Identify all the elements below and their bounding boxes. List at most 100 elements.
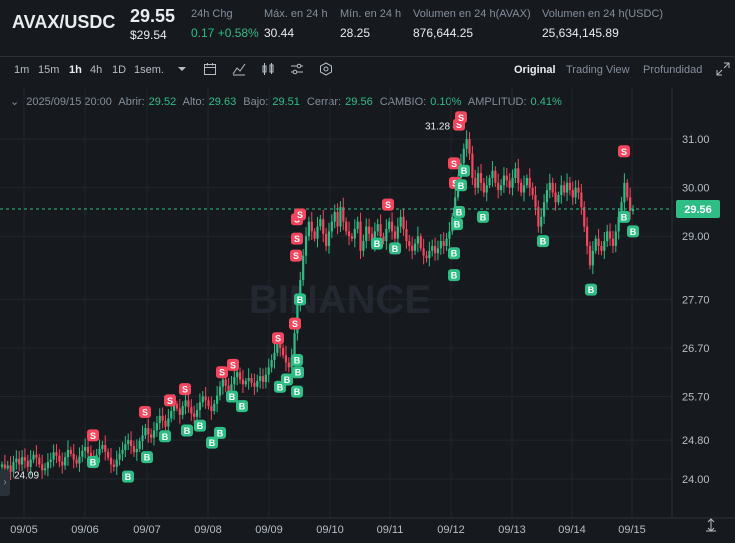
sell-marker: [382, 198, 394, 211]
candle-body: [350, 236, 354, 239]
candle-body: [336, 211, 339, 227]
buy-marker: [537, 235, 549, 248]
stat-label: Volumen en 24 h(AVAX): [413, 8, 531, 20]
buy-marker: [291, 385, 303, 398]
buy-marker: [627, 225, 639, 238]
candle-body: [499, 185, 503, 191]
sell-marker: [272, 332, 284, 345]
buy-marker-label: B: [284, 375, 291, 385]
candle-body: [118, 453, 121, 460]
candle-body: [408, 241, 411, 246]
collapse-chevron-icon[interactable]: ⌄: [10, 96, 20, 108]
interval-15m[interactable]: 15m: [38, 64, 60, 76]
candle-body: [614, 231, 617, 246]
buy-marker: [451, 218, 463, 231]
candle-body: [477, 173, 480, 188]
candle-body: [488, 177, 491, 186]
view-original[interactable]: Original: [514, 64, 556, 76]
buy-marker: [236, 400, 248, 413]
candle-body: [608, 231, 612, 239]
candle-body: [471, 153, 474, 178]
view-depth[interactable]: Profundidad: [643, 64, 703, 76]
candle-body: [241, 379, 245, 385]
pair-name[interactable]: AVAX/USDC: [12, 12, 116, 32]
candle-body: [405, 228, 408, 242]
candle-body: [390, 221, 394, 232]
candle-body: [281, 347, 285, 356]
candle-body: [548, 182, 551, 191]
buy-marker-label: B: [480, 212, 487, 222]
candle-body: [623, 182, 626, 203]
scroll-left-handle[interactable]: ›: [0, 470, 10, 496]
interval-1d[interactable]: 1D: [112, 64, 127, 76]
candle-body: [511, 177, 514, 188]
sell-marker-label: S: [230, 360, 236, 370]
candle-type-icon[interactable]: [261, 62, 275, 76]
candle-body: [491, 170, 494, 178]
candle-body: [620, 202, 623, 217]
interval-1w[interactable]: 1sem.: [134, 64, 164, 76]
candle-body: [147, 428, 150, 435]
caret-down-icon[interactable]: [175, 62, 189, 76]
buy-marker: [453, 205, 465, 218]
candle-body: [75, 459, 78, 464]
candle-body: [138, 441, 141, 449]
candle-body: [247, 378, 250, 381]
candle-body: [339, 207, 342, 227]
candle-body: [224, 379, 227, 386]
candle-body: [55, 452, 58, 456]
view-tradingview[interactable]: Trading View: [566, 64, 630, 76]
candle-body: [373, 231, 376, 244]
buy-marker: [477, 210, 489, 223]
candle-body: [158, 415, 161, 424]
candle-body: [359, 221, 362, 251]
candle-body: [327, 231, 331, 246]
candle-body: [448, 231, 451, 239]
candle-body: [399, 216, 402, 227]
sell-marker: [87, 429, 99, 442]
candle-body: [597, 238, 600, 246]
axis-reset-icon[interactable]: [704, 518, 718, 532]
indicator-icon[interactable]: [232, 62, 246, 76]
sell-marker-label: S: [292, 319, 298, 329]
sell-marker: [455, 111, 467, 124]
candle-body: [207, 400, 210, 407]
candle-body: [554, 192, 557, 203]
x-tick-label: 09/15: [618, 524, 646, 536]
candle-body: [227, 385, 230, 392]
calendar-icon[interactable]: [203, 62, 217, 76]
interval-1h[interactable]: 1h: [69, 64, 82, 76]
candle-body: [356, 221, 359, 229]
candle-body: [218, 386, 222, 396]
candle-body: [565, 182, 569, 193]
candle-body: [577, 187, 580, 193]
buy-marker: [226, 390, 238, 403]
candle-body: [310, 221, 313, 232]
interval-1m[interactable]: 1m: [14, 64, 30, 76]
candle-body: [98, 448, 101, 455]
settings-icon[interactable]: [290, 62, 304, 76]
hexagon-icon[interactable]: [319, 62, 333, 76]
buy-marker: [448, 269, 460, 282]
buy-marker-label: B: [621, 212, 628, 222]
candle-body: [201, 396, 204, 403]
buy-marker-label: B: [456, 207, 463, 217]
interval-4h[interactable]: 4h: [90, 64, 103, 76]
expand-icon[interactable]: [716, 62, 730, 76]
candle-body: [508, 180, 511, 188]
current-price-tag: [676, 200, 720, 219]
buy-marker-label: B: [451, 249, 458, 259]
sell-marker: [291, 232, 303, 245]
buy-marker-label: B: [294, 387, 301, 397]
buy-marker-label: B: [295, 368, 302, 378]
candle-body: [58, 455, 61, 462]
stat-value: 876,644.25: [413, 26, 474, 40]
price-chart[interactable]: 09/05 09/06 09/07 09/08 09/09 09/10 09/11 09/12…: [0, 88, 735, 543]
low-price-label: 24.09: [14, 471, 39, 482]
watermark-text: BINANCE: [249, 278, 431, 322]
candle-body: [468, 139, 471, 154]
chart-toolbar: 1m 15m 1h 4h 1D 1sem. Original Trading V…: [0, 56, 735, 83]
candle-body: [187, 400, 190, 408]
candle-body: [485, 185, 488, 193]
buy-marker-label: B: [451, 271, 458, 281]
